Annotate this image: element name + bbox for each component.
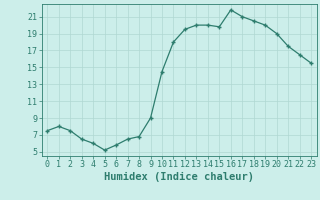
X-axis label: Humidex (Indice chaleur): Humidex (Indice chaleur) bbox=[104, 172, 254, 182]
